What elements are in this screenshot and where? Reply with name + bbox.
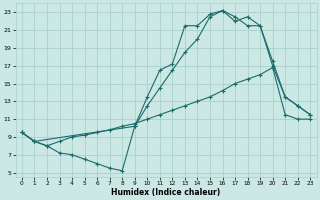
X-axis label: Humidex (Indice chaleur): Humidex (Indice chaleur) (111, 188, 221, 197)
